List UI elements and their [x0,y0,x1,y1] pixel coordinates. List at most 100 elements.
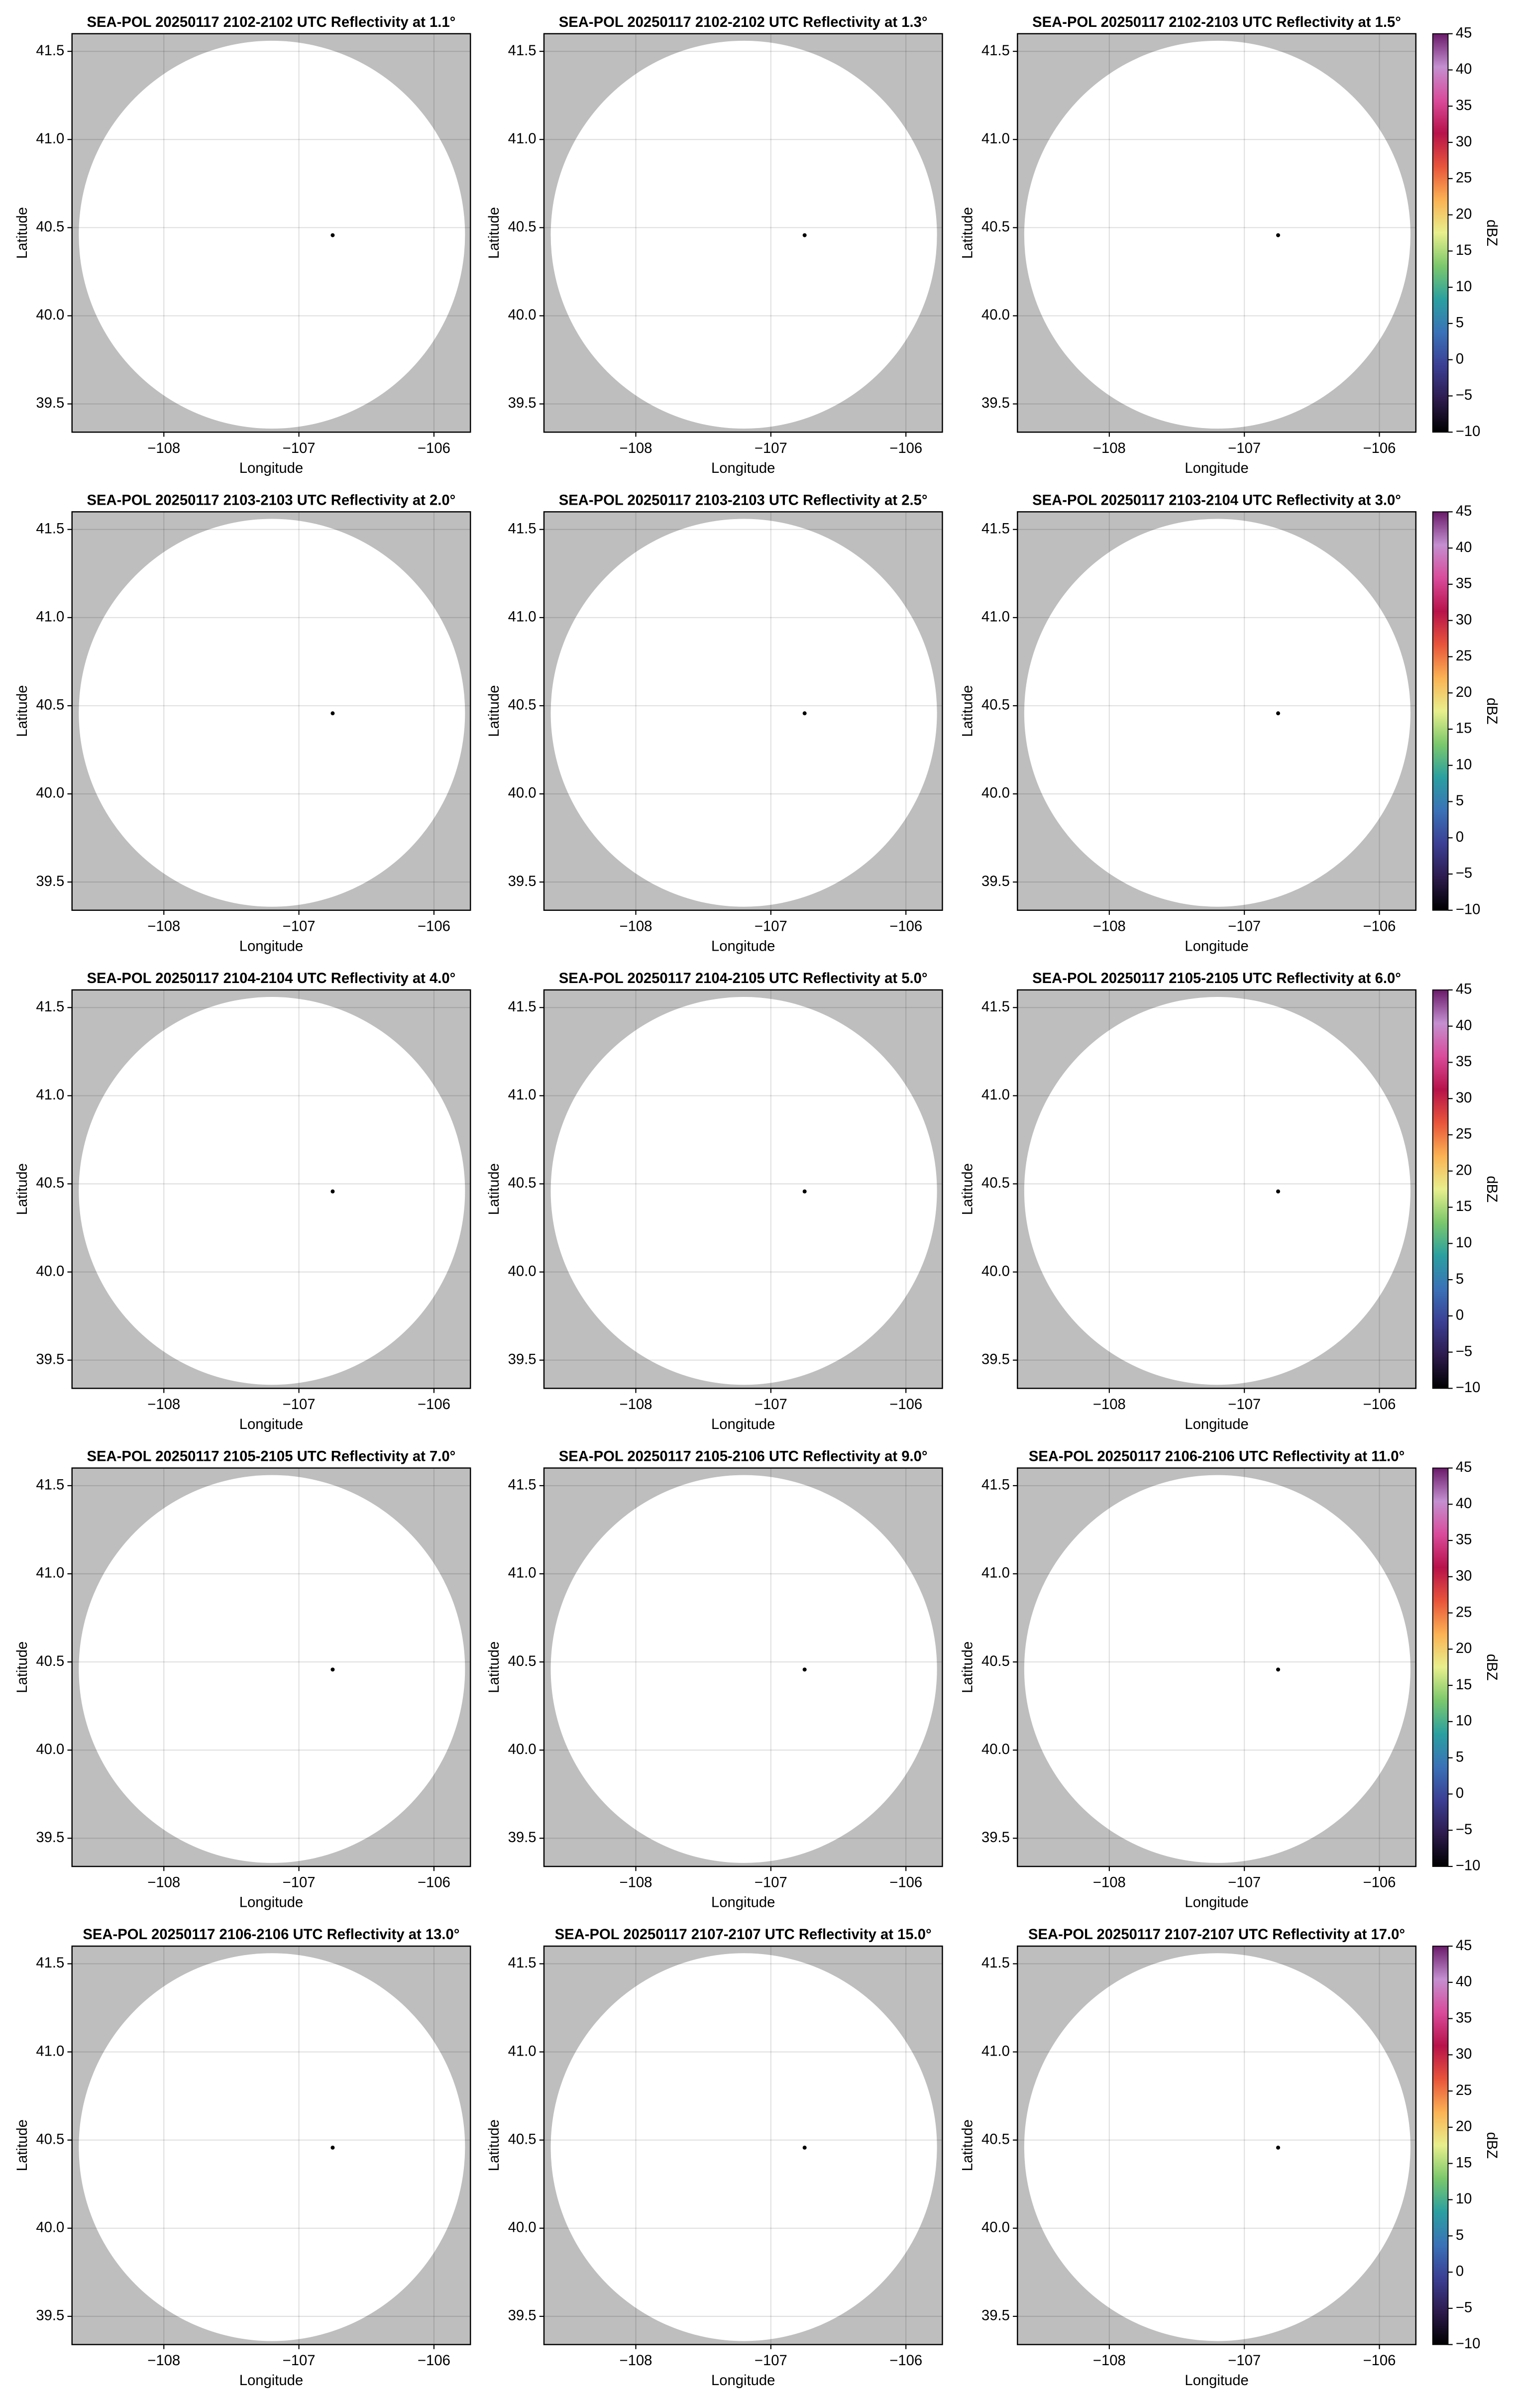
colorbar [1432,989,1449,1389]
colorbar-tick-label: 10 [1456,757,1472,772]
x-tick-label: −107 [283,440,316,456]
x-tick-label: −108 [1093,1875,1126,1891]
colorbar-tick-label: 20 [1456,684,1472,700]
x-tick-label: −107 [1228,1875,1261,1891]
panel-title: SEA-POL 20250117 2103-2103 UTC Reflectiv… [87,492,456,508]
x-axis-label: Longitude [239,460,303,476]
x-tick-label: −108 [620,918,652,934]
x-tick-label: −108 [620,1397,652,1413]
y-tick-label: 40.0 [508,1742,537,1757]
colorbar-tick-label: 30 [1456,134,1472,150]
y-tick-label: 41.0 [36,609,64,625]
colorbar-tick-label: 45 [1456,503,1472,519]
coverage-area [550,1475,937,1863]
y-tick-label: 41.0 [981,609,1010,625]
y-axis-label: Latitude [486,2119,502,2171]
x-axis-label: Longitude [1185,2373,1248,2389]
y-tick-label: 41.5 [36,1477,64,1493]
colorbar-tick-label: 40 [1456,540,1472,555]
colorbar [1432,511,1449,911]
y-tick-label: 40.0 [508,307,537,323]
y-tick-label: 40.0 [981,2219,1010,2235]
y-tick-label: 40.5 [36,1653,64,1669]
y-tick-label: 41.0 [508,1565,537,1581]
y-tick-label: 39.5 [36,1830,64,1846]
radar-location [330,1189,335,1194]
y-tick-label: 41.0 [508,609,537,625]
colorbar-tick-label: 35 [1456,2010,1472,2026]
panel-title: SEA-POL 20250117 2104-2104 UTC Reflectiv… [87,971,456,986]
y-tick-label: 40.5 [508,1175,537,1191]
radar-location [330,2145,335,2150]
x-axis-label: Longitude [711,938,775,954]
coverage-area [550,1953,937,2341]
y-tick-label: 41.5 [36,999,64,1015]
colorbar-tick-label: −5 [1456,387,1472,403]
y-axis-label: Latitude [960,685,976,737]
colorbar-tick-label: 35 [1456,576,1472,592]
y-tick-label: 41.0 [508,2043,537,2059]
y-tick-label: 41.5 [508,43,537,59]
x-tick-label: −106 [1363,2353,1396,2369]
colorbar-tick-label: −5 [1456,1822,1472,1838]
panel: −108 −107 −106 39.5 40.0 40.5 41.0 41.5 SEA-POL … [486,492,943,954]
coverage-area [79,519,465,907]
y-tick-label: 40.5 [508,2131,537,2147]
colorbar-label: dBZ [1484,219,1500,246]
colorbar-tick-label: 25 [1456,1126,1472,1142]
y-tick-label: 39.5 [981,1351,1010,1367]
y-tick-label: 39.5 [981,874,1010,889]
y-axis-label: Latitude [486,1163,502,1215]
panel: −108 −107 −106 39.5 40.0 40.5 41.0 41.5 SEA-POL … [14,492,471,954]
radar-location [330,1667,335,1672]
y-tick-label: 41.0 [981,1565,1010,1581]
radar-location [802,711,807,716]
colorbar-tick-label: 10 [1456,2191,1472,2207]
y-axis-label: Latitude [14,2119,30,2171]
x-axis-label: Longitude [1185,1417,1248,1432]
colorbar-tick-label: 10 [1456,1713,1472,1729]
x-tick-label: −108 [147,1397,180,1413]
radar-location [330,711,335,716]
x-tick-label: −106 [418,2353,450,2369]
coverage-area [79,40,465,429]
colorbar-tick-label: 15 [1456,242,1472,258]
x-axis-label: Longitude [239,2373,303,2389]
y-tick-label: 40.0 [981,1263,1010,1279]
x-axis-label: Longitude [239,938,303,954]
colorbar [1432,1946,1449,2345]
x-tick-label: −107 [283,1875,316,1891]
x-tick-label: −108 [1093,1397,1126,1413]
y-tick-label: 40.5 [981,1175,1010,1191]
colorbar-tick-label: −5 [1456,866,1472,881]
colorbar-tick-label: 10 [1456,1235,1472,1251]
colorbar-tick-label: 30 [1456,1090,1472,1106]
coverage-area [79,997,465,1385]
y-tick-label: 39.5 [36,874,64,889]
y-tick-label: 41.5 [508,1477,537,1493]
coverage-area [79,1475,465,1863]
panel: −108 −107 −106 39.5 40.0 40.5 41.0 41.5 SEA-POL … [960,1449,1500,1911]
y-tick-label: 40.0 [36,307,64,323]
x-tick-label: −106 [418,918,450,934]
y-tick-label: 41.5 [508,999,537,1015]
y-tick-label: 39.5 [981,1830,1010,1846]
x-tick-label: −108 [147,440,180,456]
panel-title: SEA-POL 20250117 2106-2106 UTC Reflectiv… [83,1927,459,1943]
x-tick-label: −106 [889,918,922,934]
panel: −108 −107 −106 39.5 40.0 40.5 41.0 41.5 SEA-POL … [960,492,1500,954]
plot-frame [1017,989,1417,1389]
x-tick-label: −106 [1363,1875,1396,1891]
colorbar-tick-label: 40 [1456,1496,1472,1512]
plot-frame [71,1945,471,2345]
colorbar [1432,33,1449,433]
x-tick-label: −107 [755,918,787,934]
colorbar-tick-label: 20 [1456,2119,1472,2135]
y-tick-label: 40.5 [508,697,537,713]
colorbar-tick-label: 35 [1456,1532,1472,1548]
x-tick-label: −107 [283,918,316,934]
colorbar-tick-label: 5 [1456,1749,1464,1765]
y-tick-label: 41.0 [981,131,1010,147]
panel-title: SEA-POL 20250117 2102-2102 UTC Reflectiv… [87,14,456,30]
